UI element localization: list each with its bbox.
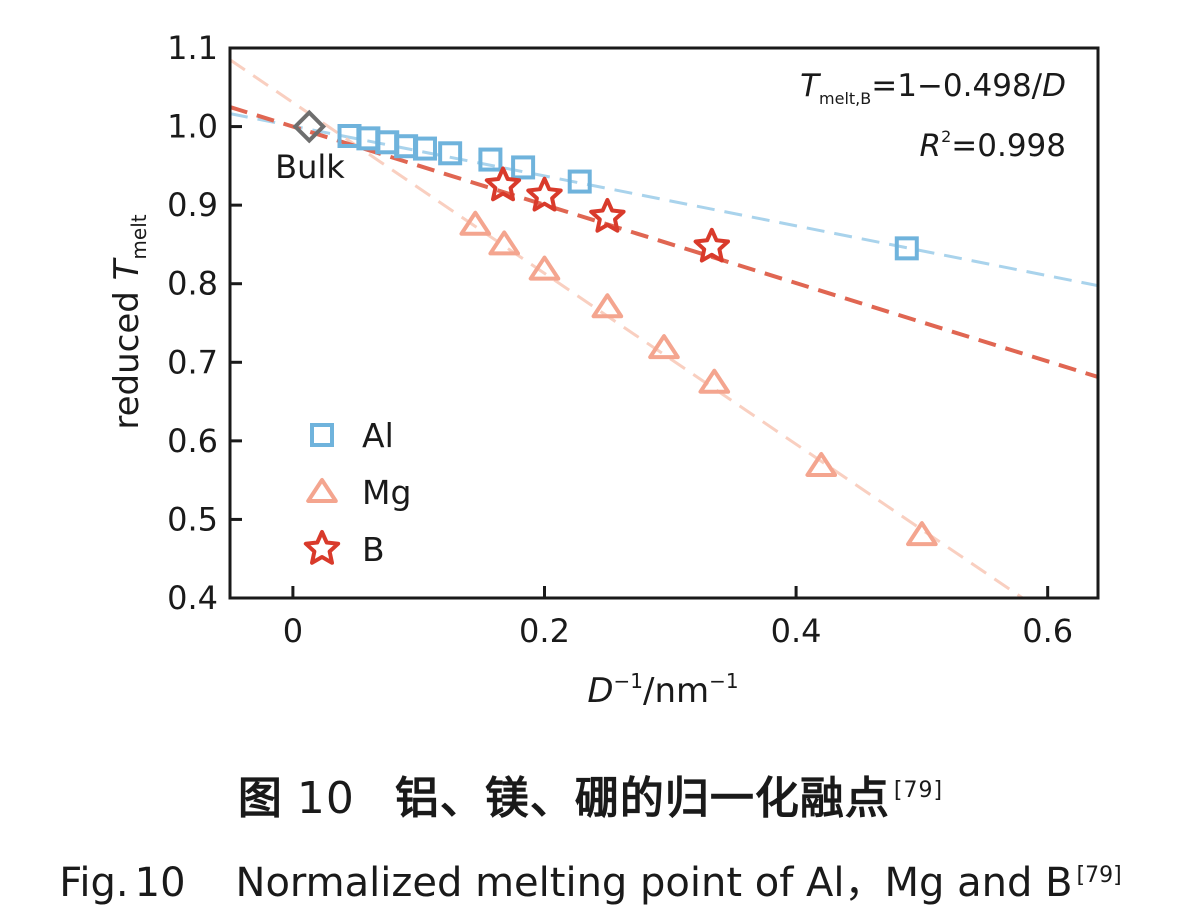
fit-lines: [230, 58, 1098, 598]
legend-marker-mg: [306, 478, 338, 503]
b-point: [526, 176, 563, 212]
y-tick-label: 0.5: [167, 500, 218, 538]
caption-english: Fig. 10 Normalized melting point of Al，Mg …: [0, 850, 1181, 908]
y-tick-label: 0.6: [167, 422, 218, 460]
y-tick-label: 0.4: [167, 579, 218, 617]
chart: 0 0.2 0.4 0.6 0.4 0.5 0.6 0.7 0.8 0.9 1.0 1.1 D−1/…: [107, 29, 1100, 711]
b-point: [589, 197, 626, 233]
mg-point: [459, 210, 492, 236]
mg-point: [528, 255, 561, 281]
x-tick-label: 0.6: [1022, 612, 1073, 650]
al-point: [438, 141, 463, 166]
b-point: [484, 166, 522, 202]
al-point: [894, 236, 919, 261]
y-tick-label: 0.9: [167, 186, 218, 224]
legend-marker-al: [310, 423, 334, 447]
bulk-label: Bulk: [275, 148, 345, 186]
al-point: [478, 147, 503, 172]
mg-point: [906, 521, 938, 547]
x-axis: 0 0.2 0.4 0.6: [283, 586, 1073, 650]
fit-line-al: [230, 112, 1098, 288]
al-point: [511, 155, 536, 180]
data-points: [292, 109, 938, 547]
fit-line-b: [230, 105, 1098, 379]
y-tick-label: 1.1: [167, 29, 218, 67]
caption-en-number: 10: [134, 860, 186, 906]
x-tick-label: 0.4: [771, 612, 822, 650]
y-tick-label: 0.7: [167, 343, 218, 381]
caption-en-label: Fig.: [59, 860, 129, 906]
caption-cn-number: 10: [296, 773, 355, 824]
caption-cn-label: 图: [237, 773, 283, 824]
mg-point: [805, 452, 838, 477]
caption-cn-ref: [79]: [893, 778, 944, 804]
mg-point: [648, 334, 680, 360]
caption-cn-text: 铝、镁、硼的归一化融点: [394, 773, 890, 824]
caption-en-ref: [79]: [1076, 862, 1122, 888]
mg-point: [488, 230, 521, 256]
al-point: [567, 169, 592, 194]
x-tick-label: 0.2: [519, 612, 570, 650]
bulk-point: [292, 109, 327, 144]
legend-marker-b: [303, 530, 341, 565]
x-axis-label: D−1/nm−1: [587, 669, 738, 711]
legend: Al Mg B: [303, 416, 411, 569]
mg-point: [591, 293, 624, 319]
fit-line-mg: [230, 58, 1024, 598]
caption-en-text: Normalized melting point of Al，Mg and B: [235, 860, 1073, 906]
y-axis: 0.4 0.5 0.6 0.7 0.8 0.9 1.0 1.1: [167, 29, 242, 617]
fit-equation: Tmelt,B=1−0.498/D: [800, 68, 1066, 108]
y-tick-label: 0.8: [167, 265, 218, 303]
r-squared: R2=0.998: [920, 127, 1066, 164]
x-tick-label: 0: [283, 612, 303, 650]
caption-chinese: 图 10 铝、镁、硼的归一化融点 [79]: [0, 762, 1181, 826]
mg-point: [698, 368, 731, 394]
al-point: [412, 136, 437, 161]
y-tick-label: 1.0: [167, 108, 218, 146]
legend-label-mg: Mg: [362, 473, 411, 512]
plot-frame: [228, 46, 1100, 600]
y-axis-label: reduced Tmelt: [107, 214, 151, 429]
legend-label-b: B: [362, 530, 385, 569]
legend-label-al: Al: [362, 416, 394, 455]
b-point: [693, 227, 730, 263]
